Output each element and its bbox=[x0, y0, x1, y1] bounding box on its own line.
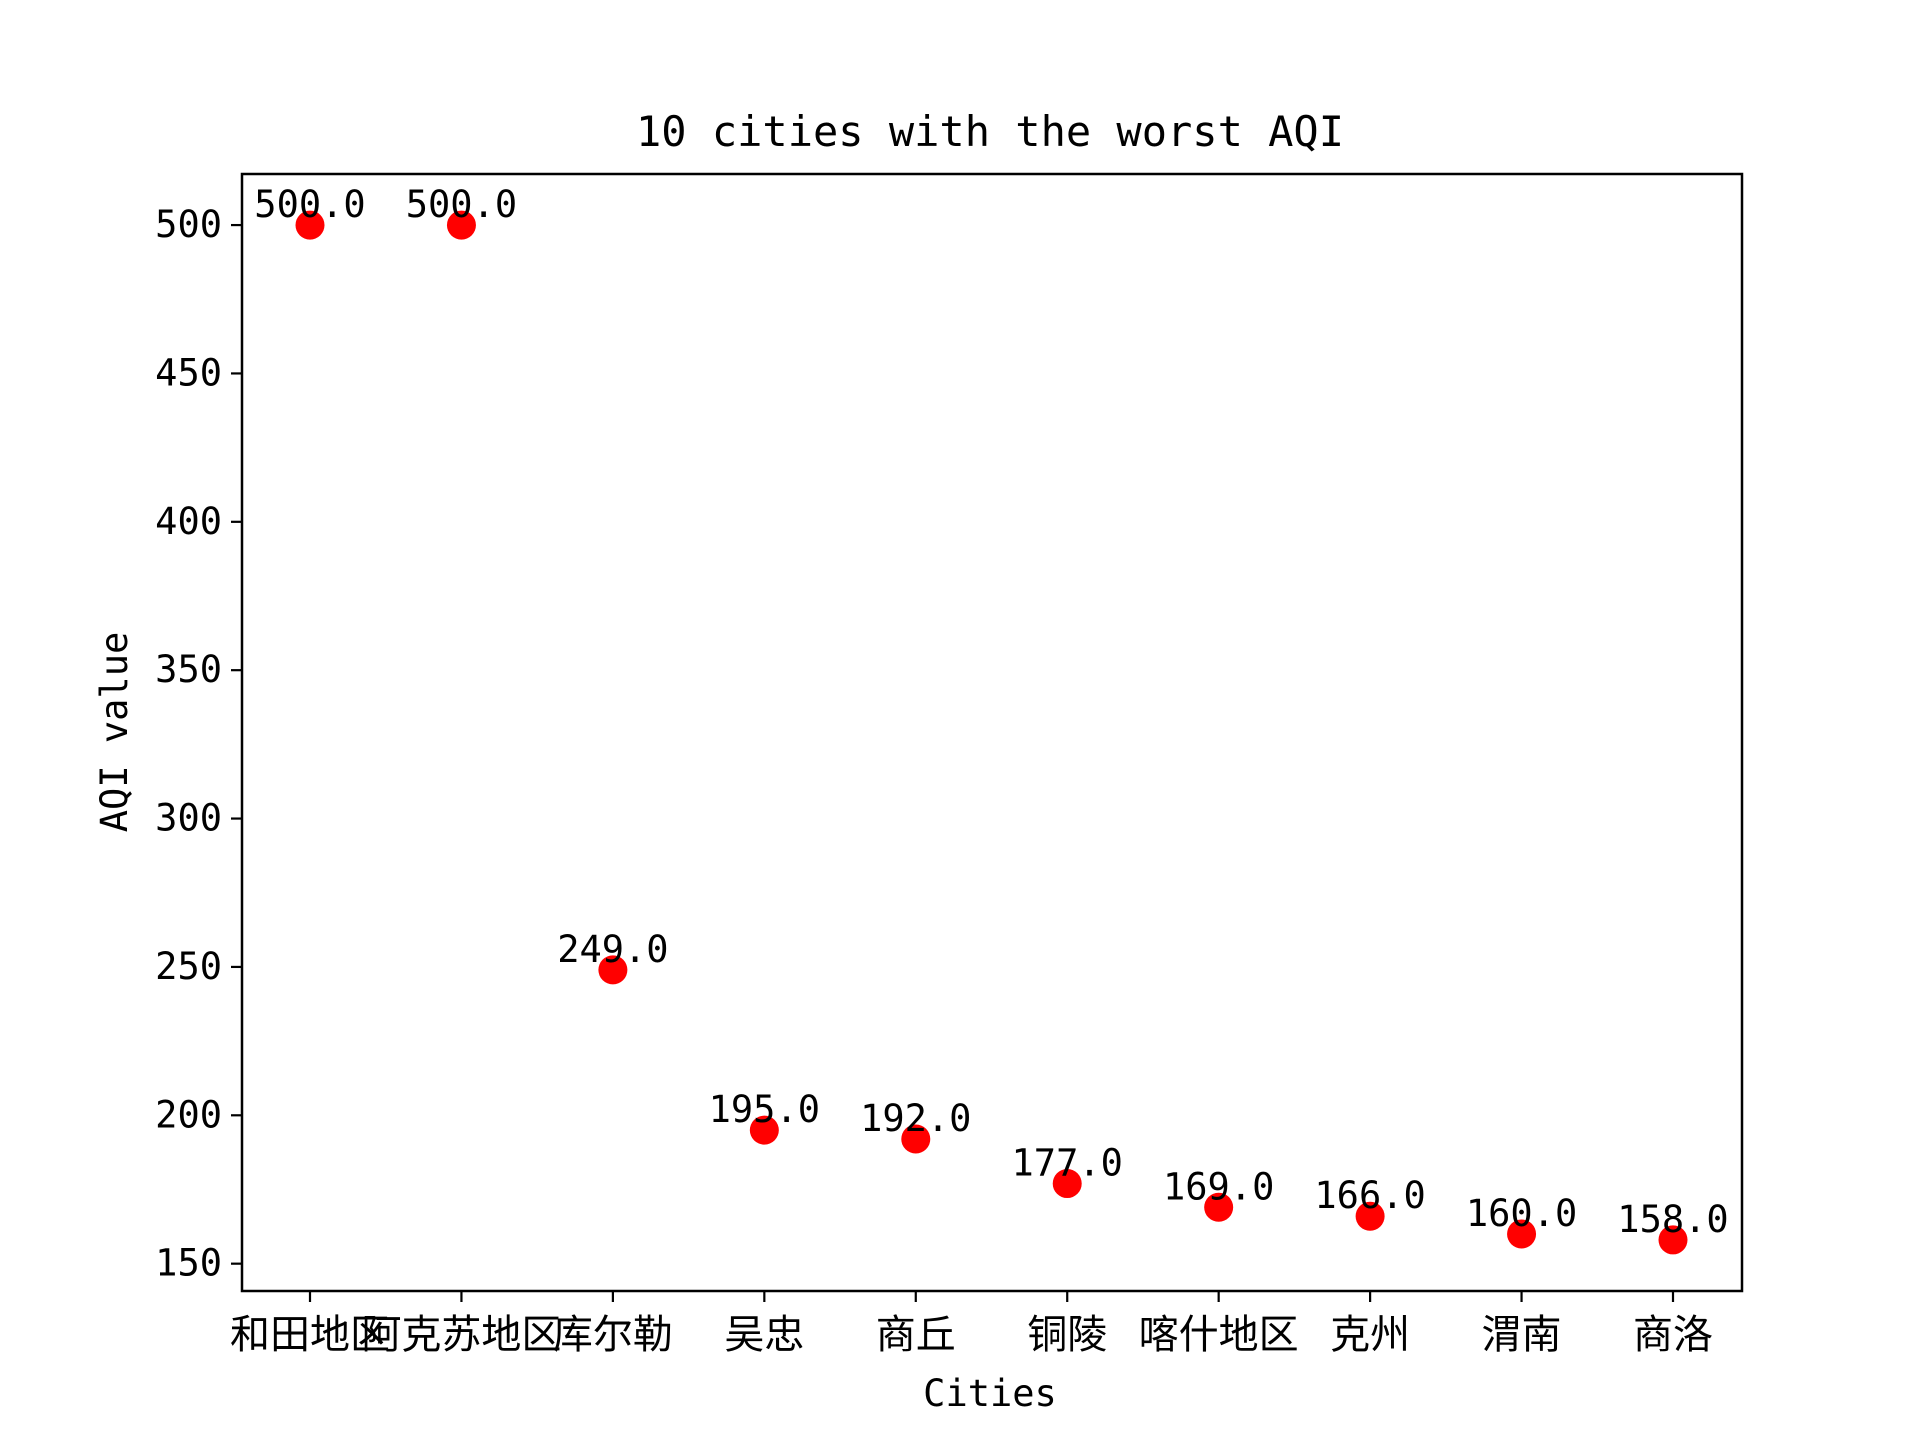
x-tick-label: 喀什地区 bbox=[1139, 1312, 1299, 1358]
y-tick-label: 250 bbox=[155, 945, 222, 988]
x-tick-label: 商洛 bbox=[1633, 1312, 1713, 1358]
x-tick-label: 库尔勒 bbox=[553, 1312, 673, 1358]
y-tick-label: 500 bbox=[155, 203, 222, 246]
x-tick-label: 铜陵 bbox=[1027, 1312, 1107, 1358]
x-tick-label: 阿克苏地区 bbox=[361, 1312, 561, 1358]
data-label: 192.0 bbox=[860, 1097, 971, 1140]
data-label: 169.0 bbox=[1163, 1165, 1274, 1208]
x-tick-label: 渭南 bbox=[1482, 1312, 1562, 1358]
y-tick-label: 450 bbox=[155, 351, 222, 394]
data-label: 177.0 bbox=[1012, 1142, 1123, 1185]
data-label: 158.0 bbox=[1617, 1198, 1728, 1241]
y-tick-label: 200 bbox=[155, 1093, 222, 1136]
y-axis-label: AQI value bbox=[93, 632, 136, 832]
y-tick-label: 400 bbox=[155, 500, 222, 543]
y-tick-label: 350 bbox=[155, 648, 222, 691]
data-label: 249.0 bbox=[557, 928, 668, 971]
x-tick-label: 商丘 bbox=[876, 1312, 956, 1358]
x-tick-label: 克州 bbox=[1330, 1312, 1410, 1358]
x-axis-label: Cities bbox=[923, 1372, 1057, 1415]
y-tick-label: 300 bbox=[155, 797, 222, 840]
y-tick-label: 150 bbox=[155, 1242, 222, 1285]
data-label: 166.0 bbox=[1314, 1174, 1425, 1217]
data-label: 500.0 bbox=[406, 183, 517, 226]
data-label: 195.0 bbox=[709, 1088, 820, 1131]
data-label: 500.0 bbox=[254, 183, 365, 226]
data-label: 160.0 bbox=[1466, 1192, 1577, 1235]
x-tick-label: 吴忠 bbox=[724, 1312, 804, 1358]
chart-title: 10 cities with the worst AQI bbox=[636, 107, 1344, 156]
